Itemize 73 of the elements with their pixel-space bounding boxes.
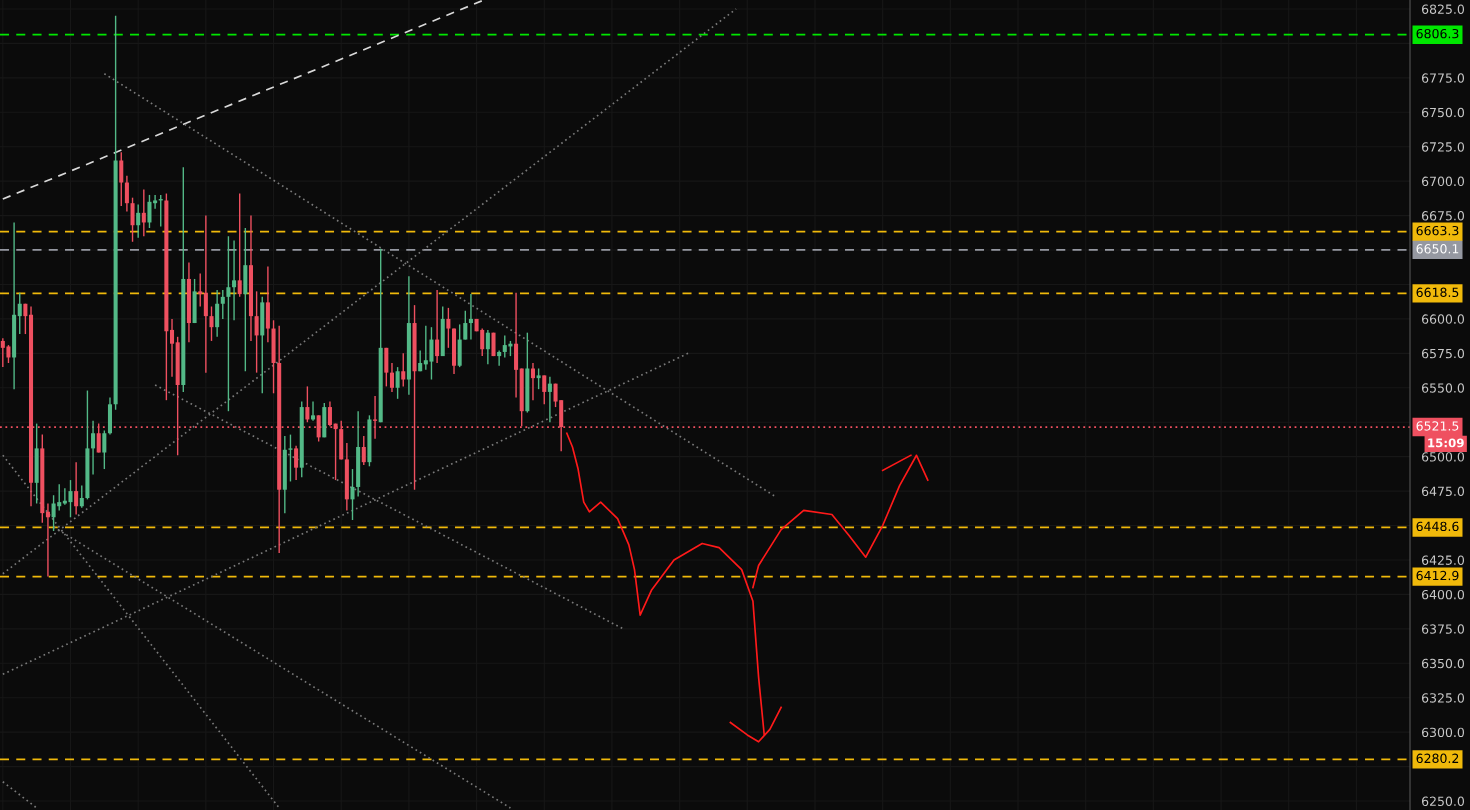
ref-line-label: 6806.3	[1416, 28, 1459, 39]
candlestick	[254, 290, 259, 374]
candlestick	[136, 203, 141, 239]
y-tick-label: 6325.0	[1421, 693, 1465, 703]
y-tick-label: 6375.0	[1421, 624, 1465, 634]
y-tick-label: 6400.0	[1421, 589, 1465, 600]
y-tick-label: 6475.0	[1421, 486, 1465, 497]
text: 15:09	[1428, 438, 1464, 448]
candlestick	[463, 309, 468, 341]
candlestick	[198, 272, 203, 308]
candlestick	[226, 235, 231, 412]
ref-line-label: 6280.2	[1416, 753, 1459, 764]
y-tick-label: 6825.0	[1421, 4, 1465, 14]
y-tick-label: 6250.0	[1421, 796, 1465, 806]
candlestick	[141, 188, 146, 237]
candlestick	[542, 374, 547, 406]
candlestick	[102, 429, 107, 470]
candlestick	[79, 484, 84, 509]
y-tick-label: 6600.0	[1421, 314, 1465, 324]
ref-line-label: 6663.3	[1416, 225, 1459, 236]
candlestick	[215, 289, 220, 338]
candlestick	[232, 239, 237, 321]
candlestick	[536, 367, 541, 390]
candlestick	[17, 292, 22, 335]
candlestick	[547, 376, 552, 423]
y-tick-label: 6425.0	[1421, 555, 1465, 565]
y-tick-label: 6500.0	[1421, 452, 1465, 462]
candlestick	[401, 352, 406, 388]
line-series	[752, 454, 929, 589]
candlestick	[91, 420, 96, 476]
y-tick-label: 6575.0	[1421, 348, 1465, 359]
y-tick-label: 6775.0	[1421, 73, 1465, 83]
y-tick-label: 6550.0	[1421, 383, 1465, 393]
candlestick	[45, 502, 50, 578]
candlestick	[530, 362, 536, 401]
ref-line-label: 6412.9	[1416, 570, 1459, 581]
ref-line-label: 6618.5	[1416, 287, 1459, 298]
candlestick	[485, 329, 490, 366]
candlestick	[130, 196, 135, 243]
candlestick	[124, 174, 129, 213]
candlestick	[389, 362, 395, 393]
candlestick	[209, 305, 214, 342]
candlestick	[333, 422, 338, 481]
candlestick	[74, 461, 79, 516]
candlestick	[220, 289, 225, 320]
y-tick-label: 6675.0	[1421, 211, 1465, 221]
candlestick	[203, 214, 208, 374]
y-tick-label: 6750.0	[1421, 107, 1465, 118]
candlestick	[310, 400, 316, 422]
y-tick-label: 6700.0	[1421, 176, 1465, 187]
y-tick-label: 6725.0	[1421, 142, 1465, 152]
candlestick	[468, 293, 473, 341]
ref-line-label: 6521.5	[1416, 421, 1459, 431]
y-tick-label: 6300.0	[1421, 727, 1465, 738]
candlestick	[305, 385, 310, 423]
candlestick	[446, 307, 451, 349]
y-tick-label: 6350.0	[1421, 658, 1465, 669]
candlestick	[153, 194, 158, 210]
candlestick	[147, 194, 152, 229]
candlestick	[294, 444, 299, 481]
candlestick	[361, 435, 366, 466]
candlestick	[373, 395, 378, 440]
candlestick	[395, 366, 400, 400]
candlestick	[119, 151, 124, 207]
ref-line-label: 6448.6	[1416, 521, 1459, 532]
candlestick	[497, 349, 502, 367]
candlestick	[350, 468, 355, 521]
candlestick	[435, 289, 440, 364]
candlestick	[169, 318, 175, 378]
candlestick	[237, 192, 242, 298]
candlestick	[288, 433, 293, 483]
ref-line-label: 6650.1	[1416, 244, 1459, 254]
candlestick	[23, 303, 28, 335]
